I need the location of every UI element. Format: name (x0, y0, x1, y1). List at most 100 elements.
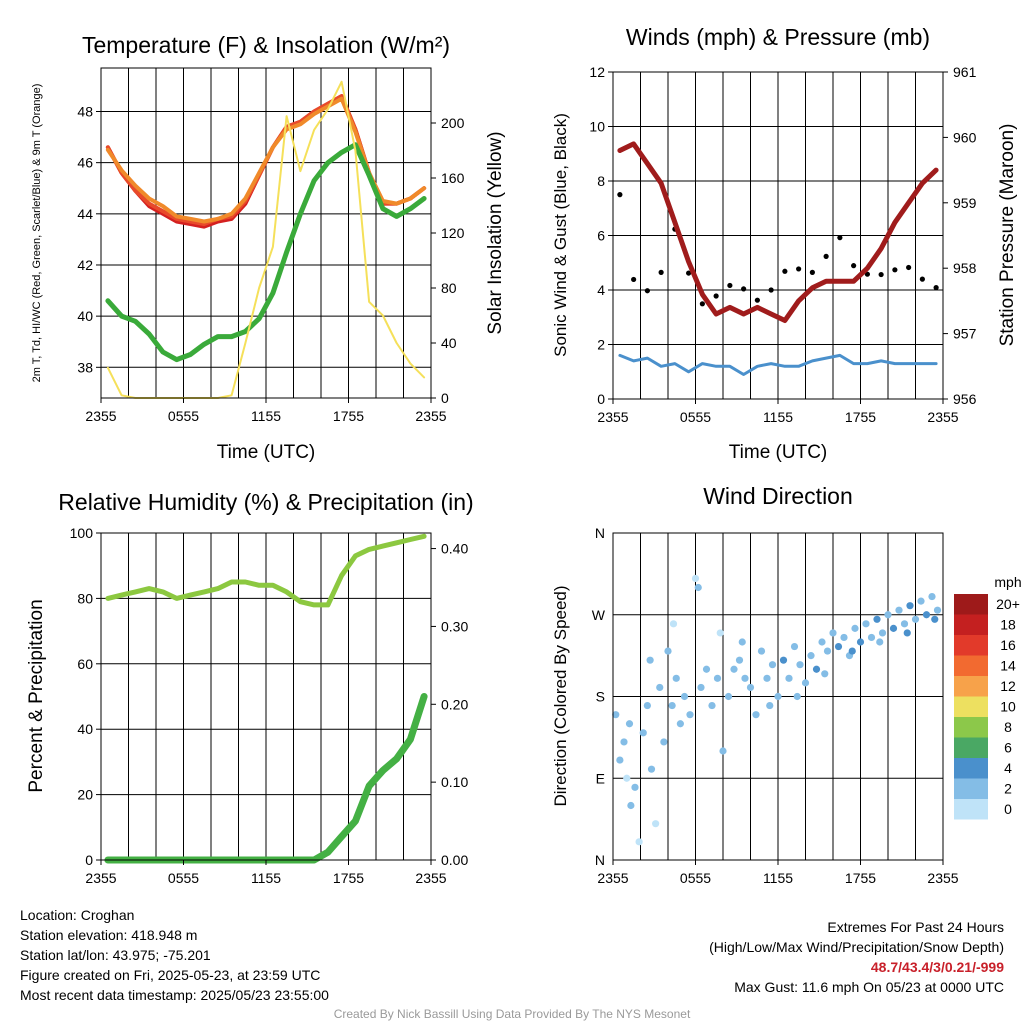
y-tick-label: 0 (85, 852, 93, 868)
gust-point (658, 269, 664, 275)
gust-point (919, 276, 925, 282)
extremes-info: Extremes For Past 24 Hours (High/Low/Max… (709, 917, 1004, 997)
y2-tick-label: 958 (953, 260, 977, 276)
direction-point (917, 597, 925, 605)
direction-x-ticks: 2355 0555 1155 1755 2355 (597, 860, 959, 886)
direction-point (660, 738, 668, 746)
y2-tick-label: 80 (441, 280, 457, 296)
direction-point (664, 647, 672, 655)
colorbar-swatch (954, 799, 988, 820)
colorbar-swatch (954, 594, 988, 615)
winds-x-ticks: 2355 0555 1155 1755 2355 (597, 399, 959, 425)
humidity-x-ticks: 2355 0555 1155 1755 2355 (85, 860, 447, 886)
winds-panel: Winds (mph) & Pressure (mb) 0 2 4 6 8 10 12 95… (551, 24, 1018, 463)
direction-point (834, 642, 843, 651)
gust-point (727, 282, 733, 289)
gust-point (933, 285, 939, 291)
y2-tick-label: 960 (953, 129, 977, 145)
direction-title: Wind Direction (703, 483, 853, 509)
y-tick-label: 40 (77, 721, 93, 737)
x-tick-label: 2355 (415, 870, 446, 886)
gust-point (906, 264, 912, 271)
colorbar-swatch (954, 696, 988, 717)
direction-point (821, 670, 829, 678)
direction-point (719, 747, 727, 755)
direction-point (903, 629, 911, 637)
station-info: Location: Croghan Station elevation: 418… (20, 905, 329, 1005)
direction-point (812, 665, 821, 673)
direction-point (796, 661, 804, 669)
humidity-y-ticks: 0 20 40 60 80 100 (70, 525, 101, 868)
direction-point (635, 838, 643, 846)
y-tick-label: 10 (589, 119, 605, 135)
direction-point (779, 656, 788, 664)
colorbar-swatch (954, 737, 988, 758)
direction-point (895, 606, 903, 614)
humidity-panel: Relative Humidity (%) & Precipitation (i… (26, 489, 474, 886)
direction-point (620, 738, 628, 746)
y2-tick-label: 0 (441, 390, 449, 406)
gust-point (617, 192, 623, 198)
colorbar-swatch (954, 717, 988, 738)
direction-point (931, 615, 939, 623)
max-gust: Max Gust: 11.6 mph On 05/23 at 0000 UTC (734, 979, 1004, 995)
x-tick-label: 2355 (927, 870, 958, 886)
station-elevation: Station elevation: 418.948 m (20, 927, 198, 943)
direction-point (691, 574, 700, 583)
x-tick-label: 0555 (680, 409, 711, 425)
x-tick-label: 1755 (845, 409, 876, 425)
y-tick-label: 4 (597, 282, 605, 298)
y2-tick-label: 0.30 (441, 618, 468, 634)
y-tick-label: 8 (597, 173, 605, 189)
direction-point (768, 661, 777, 669)
direction-point (922, 611, 931, 619)
x-tick-label: 2355 (927, 409, 958, 425)
direction-point (672, 674, 680, 682)
y-tick-label: W (592, 607, 606, 623)
colorbar-label: 8 (1004, 719, 1012, 735)
colorbar-label: 0 (1004, 801, 1012, 817)
colorbar-swatch (954, 778, 988, 799)
x-tick-label: 1755 (845, 870, 876, 886)
direction-point (676, 720, 684, 728)
gust-point (878, 271, 884, 278)
y2-tick-label: 961 (953, 64, 977, 80)
y2-tick-label: 160 (441, 170, 465, 186)
rh-line (105, 533, 427, 608)
gust-point (796, 266, 802, 272)
wind-line (618, 353, 938, 376)
direction-point (928, 592, 936, 601)
direction-point (647, 765, 656, 773)
direction-point (763, 674, 771, 682)
direction-point (669, 620, 678, 628)
direction-point (878, 629, 887, 637)
extremes-title: Extremes For Past 24 Hours (827, 919, 1004, 935)
direction-y-ticks: N E S W N (592, 525, 606, 868)
direction-point (884, 611, 892, 619)
temperature-panel: Temperature (F) & Insolation (W/m²) 38 40… (31, 32, 506, 463)
direction-point (856, 638, 865, 646)
y-tick-label: 38 (77, 359, 93, 375)
winds-y-label: Sonic Wind & Gust (Blue, Black) (551, 113, 570, 357)
humidity-grid (101, 533, 431, 860)
x-tick-label: 1755 (333, 408, 364, 424)
direction-point (774, 692, 782, 701)
gust-point (782, 268, 788, 274)
winds-y2-ticks: 956 957 958 959 960 961 (943, 64, 977, 407)
y-tick-label: 44 (77, 206, 93, 222)
colorbar-label: 14 (1000, 658, 1016, 674)
y-tick-label: 60 (77, 656, 93, 672)
temperature-y-label: 2m T, Td, HI/WC (Red, Green, Scarlet/Blu… (31, 84, 43, 383)
pressure-line (617, 141, 939, 323)
direction-point (697, 683, 705, 692)
y-tick-label: 46 (77, 155, 93, 171)
winds-y-ticks: 0 2 4 6 8 10 12 (589, 64, 613, 407)
x-tick-label: 1755 (333, 870, 364, 886)
gust-point (768, 287, 774, 293)
direction-point (911, 615, 920, 623)
winds-series (617, 141, 939, 376)
colorbar-label: 16 (1000, 637, 1016, 653)
direction-point (738, 638, 746, 646)
direction-point (702, 665, 711, 673)
